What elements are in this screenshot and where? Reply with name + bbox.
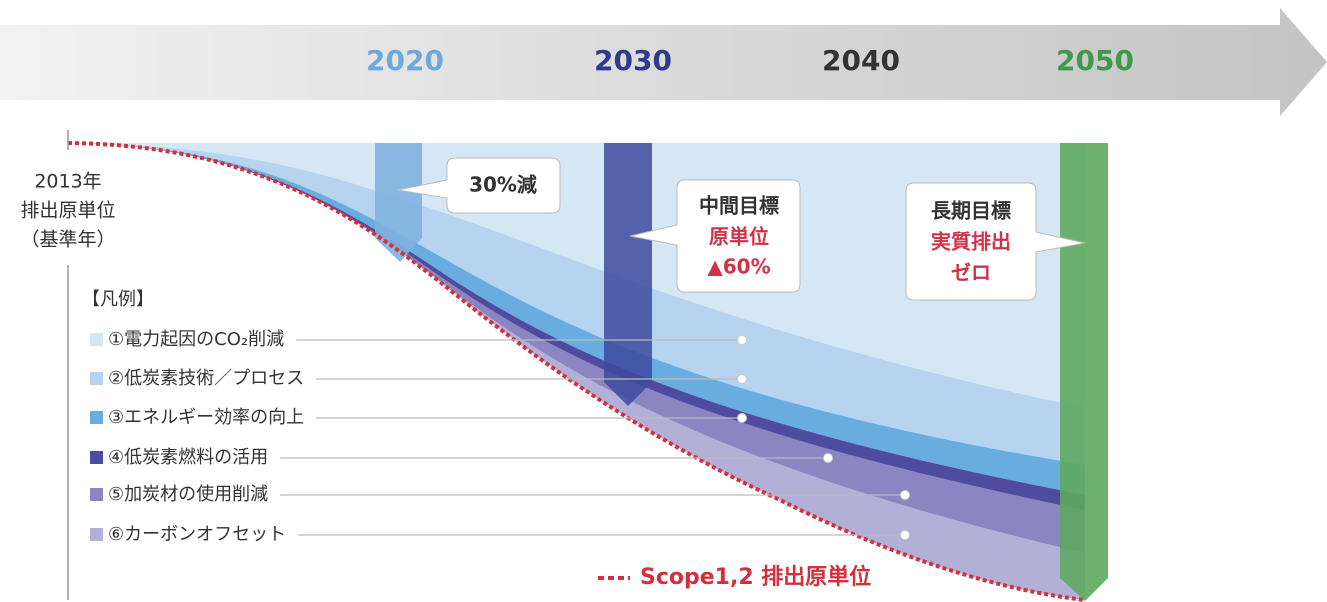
bands — [68, 143, 1085, 602]
leader-dot — [900, 490, 910, 500]
baseline-label: （基準年） — [20, 229, 115, 251]
below-line — [68, 143, 1085, 602]
legend-item: ⑤加炭材の使用削減 — [108, 484, 268, 505]
legend-swatch — [90, 411, 103, 424]
leader-dot — [823, 453, 833, 463]
callout-box — [905, 182, 1086, 301]
bar-2030 — [604, 143, 652, 406]
legend-swatch — [90, 488, 103, 501]
legend-swatch — [90, 451, 103, 464]
callout-box — [397, 157, 561, 214]
year: 2030 — [594, 44, 672, 77]
baseline-label: 2013年 — [34, 171, 101, 193]
callout-text: 長期目標 — [931, 199, 1011, 223]
callout: 中間目標 原単位 ▲60% — [629, 179, 801, 293]
year: 2040 — [822, 44, 900, 77]
baseline-label: 排出原単位 — [20, 200, 115, 222]
legend-title: 【凡例】 — [82, 289, 154, 310]
callout: 30%減 — [397, 157, 561, 214]
legend-item: ②低炭素技術／プロセス — [108, 368, 304, 389]
year: 2050 — [1056, 44, 1134, 77]
callout-text: ゼロ — [951, 261, 991, 285]
legend-item: ⑥カーボンオフセット — [108, 524, 286, 545]
bar-2020 — [375, 143, 422, 262]
bar-2050 — [1060, 143, 1108, 601]
callout-text: 実質排出 — [931, 230, 1011, 254]
callout-text: 中間目標 — [699, 194, 779, 218]
callout-text: 30%減 — [469, 173, 537, 197]
callout-text: 原単位 — [709, 225, 769, 249]
legend-item: ④低炭素燃料の活用 — [108, 447, 268, 468]
leader-dot — [737, 335, 747, 345]
leader-dot — [737, 413, 747, 423]
legend-item: ③エネルギー効率の向上 — [108, 407, 304, 428]
callout: 長期目標 実質排出 ゼロ — [905, 182, 1086, 301]
scope-line — [67, 141, 1086, 602]
legend-swatch — [90, 333, 103, 346]
callout-box — [629, 179, 801, 293]
legend-item: ①電力起因のCO₂削減 — [108, 329, 284, 350]
callout-text: ▲60% — [707, 255, 770, 279]
leader-dot — [900, 530, 910, 540]
timeline-arrow — [0, 8, 1327, 116]
scope-label: Scope1,2 排出原単位 — [640, 564, 871, 590]
legend-swatch — [90, 372, 103, 385]
year: 2020 — [366, 44, 444, 77]
leader-dot — [737, 374, 747, 384]
legend: ①電力起因のCO₂削減 ②低炭素技術／プロセス ③エネルギー効率の向上 ④低炭素燃料の… — [90, 329, 910, 545]
legend-swatch — [90, 528, 103, 541]
